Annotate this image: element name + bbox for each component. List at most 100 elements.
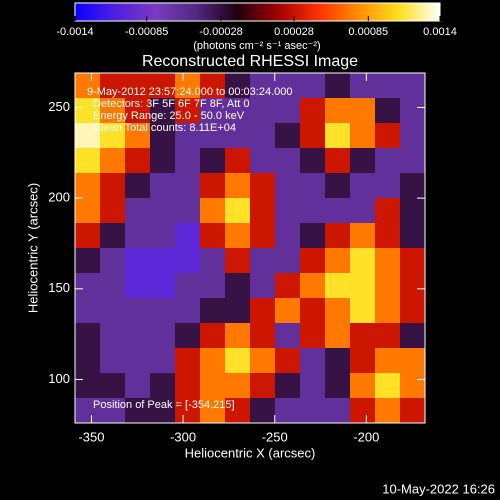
heatmap-cell [150,273,176,299]
heatmap-cell [300,248,326,274]
heatmap-cell [300,73,326,99]
colorbar-tick-label: -0.00085 [125,26,168,38]
heatmap-cell [250,123,276,149]
heatmap-cell [325,98,351,124]
heatmap-cell [200,248,226,274]
heatmap-cell [200,298,226,324]
heatmap-cell [100,348,126,374]
heatmap-cell [200,373,226,399]
heatmap-cell [175,98,201,124]
heatmap-cell [300,198,326,224]
heatmap-cell [175,223,201,249]
heatmap-cell [250,73,276,99]
heatmap-cell [275,148,301,174]
heatmap-cell [300,123,326,149]
heatmap-cell [225,198,251,224]
heatmap-cell [200,148,226,174]
heatmap-cell [375,198,401,224]
heatmap-cell [275,348,301,374]
heatmap-cell [175,298,201,324]
heatmap-cell [325,73,351,99]
heatmap-cell [75,348,101,374]
heatmap-cell [350,373,376,399]
heatmap-cell [75,298,101,324]
heatmap-cell [275,323,301,349]
heatmap-cell [325,148,351,174]
heatmap-cell [350,198,376,224]
heatmap-cell [150,173,176,199]
heatmap-cell [375,173,401,199]
heatmap-cell [125,373,151,399]
heatmap-cell [275,198,301,224]
heatmap-cell [375,298,401,324]
y-tick-label: 250 [48,99,70,114]
colorbar-tick-label: 0.0014 [423,26,457,38]
heatmap-cell [350,248,376,274]
heatmap-cell [125,323,151,349]
heatmap-cell [375,248,401,274]
heatmap-cell [400,298,426,324]
footer-date: 10-May-2022 16:26 [382,481,495,496]
heatmap-cell [100,148,126,174]
colorbar-tick-label: 0.00085 [348,26,388,38]
heatmap-cell [150,73,176,99]
heatmap-cell [100,398,126,424]
heatmap-cell [125,98,151,124]
heatmap-cell [125,398,151,424]
heatmap-cell [100,123,126,149]
heatmap-cell [325,223,351,249]
heatmap-cell [350,98,376,124]
heatmap-cell [225,148,251,174]
heatmap-cell [200,173,226,199]
heatmap-cell [325,298,351,324]
annotation: Detectors: 3F 5F 6F 7F 8F, Att 0 [93,98,250,110]
heatmap-cell [325,173,351,199]
heatmap-cell [175,373,201,399]
heatmap-cell [275,248,301,274]
heatmap-cell [125,273,151,299]
heatmap-cell [325,373,351,399]
heatmap-cell [300,273,326,299]
heatmap-cell [350,298,376,324]
heatmap-cell [350,323,376,349]
heatmap-cell [150,148,176,174]
heatmap-cell [375,348,401,374]
heatmap-cell [100,98,126,124]
heatmap-cell [225,348,251,374]
heatmap-cell [400,173,426,199]
heatmap-cell [200,398,226,424]
heatmap-cell [200,348,226,374]
heatmap-cell [200,198,226,224]
heatmap-cell [375,148,401,174]
heatmap-cell [175,198,201,224]
heatmap-cell [100,198,126,224]
heatmap-cell [375,273,401,299]
heatmap-cell [100,248,126,274]
heatmap-cell [400,348,426,374]
heatmap-cell [125,123,151,149]
heatmap-cell [325,198,351,224]
colorbar-label: (photons cm⁻² s⁻¹ asec⁻²) [193,40,320,52]
heatmap-cell [100,173,126,199]
x-tick-label: -250 [262,429,288,444]
x-tick-label: -300 [170,429,196,444]
heatmap-cell [350,148,376,174]
heatmap-cell [375,73,401,99]
heatmap-cell [400,323,426,349]
annotation: 9-May-2012 23:57:24.000 to 00:03:24.000 [87,86,293,98]
heatmap-cell [225,298,251,324]
annotation: Energy Range: 25.0 - 50.0 keV [93,110,245,122]
heatmap-cell [175,398,201,424]
annotation: Clean Total counts: 8.11E+04 [93,122,236,134]
heatmap-cell [125,248,151,274]
heatmap-cell [200,123,226,149]
heatmap-cell [175,173,201,199]
heatmap-cell [300,373,326,399]
heatmap-cell [400,123,426,149]
heatmap-cell [125,148,151,174]
colorbar-tick-label: -0.0014 [56,26,93,38]
heatmap-cell [150,123,176,149]
heatmap-cell [275,273,301,299]
peak-label: Position of Peak = [-354,215] [93,399,235,411]
